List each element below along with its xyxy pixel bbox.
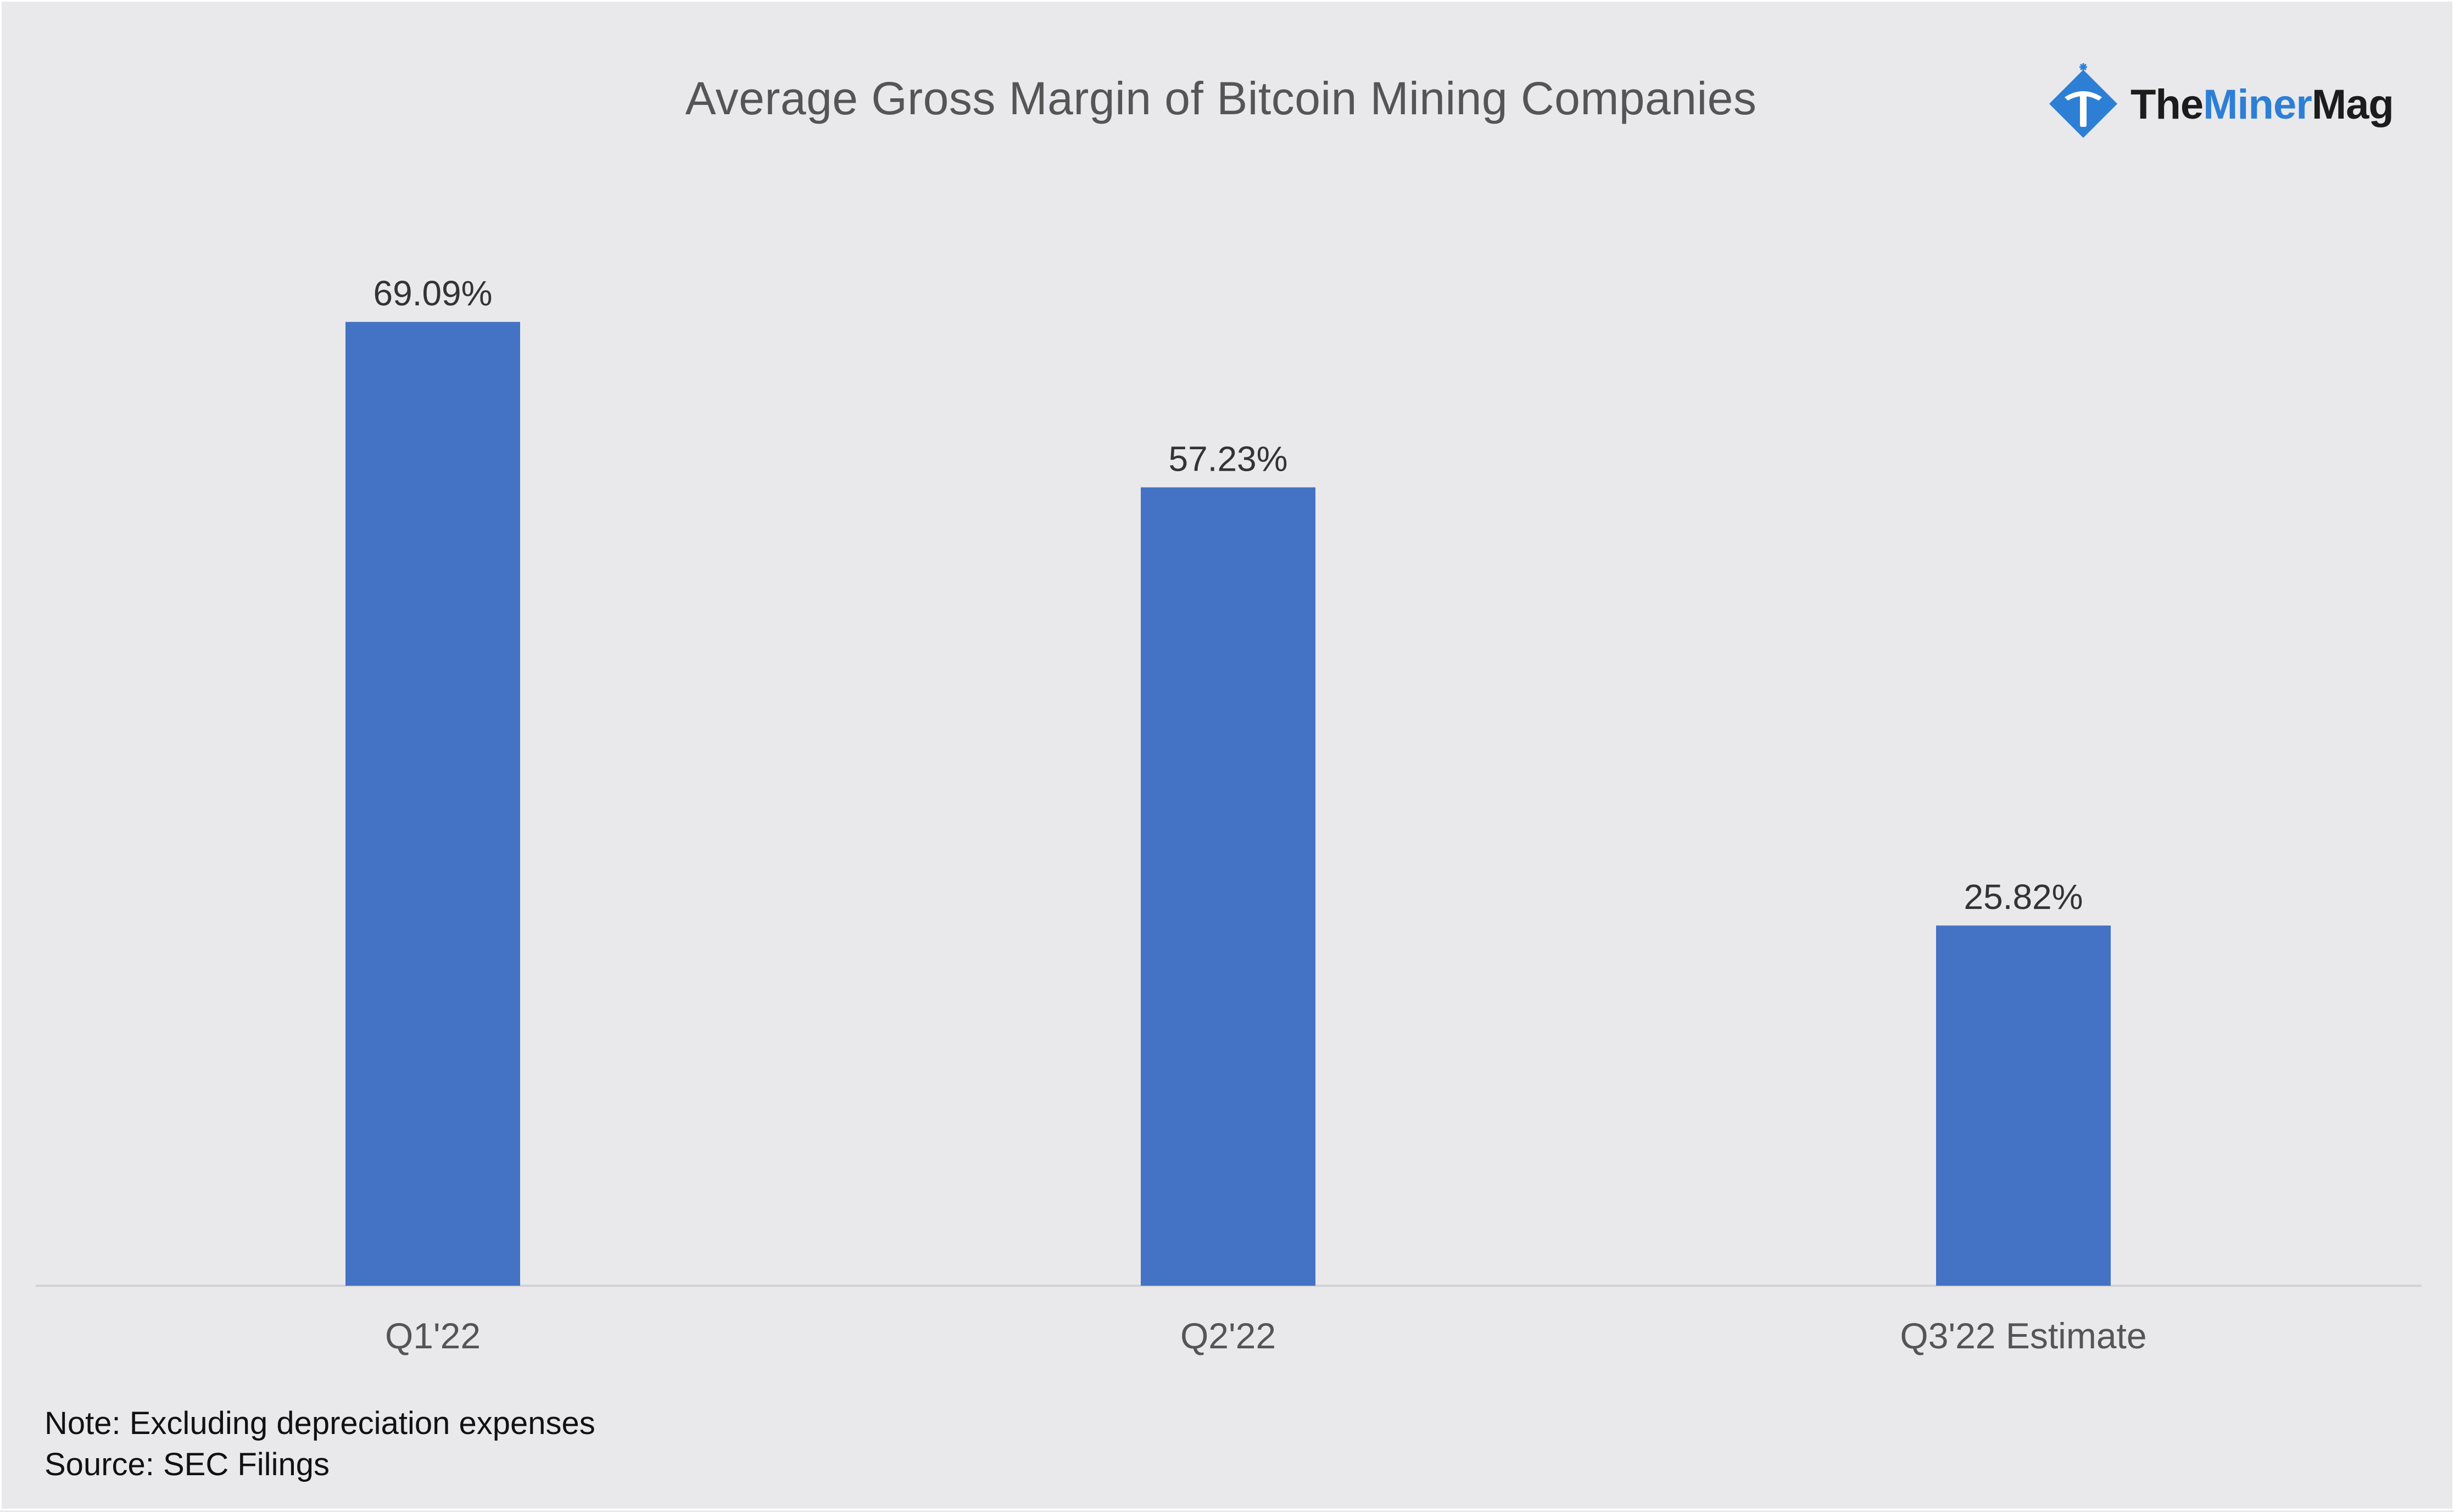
bar-2 <box>1141 487 1315 1286</box>
logo-text-mag: Mag <box>2311 81 2394 128</box>
value-label-3: 25.82% <box>1964 877 2083 917</box>
value-label-1: 69.09% <box>373 274 492 313</box>
x-tick-label-2: Q2'22 <box>1180 1315 1276 1356</box>
value-label-2: 57.23% <box>1168 439 1287 478</box>
theminermag-logo: TheMinerMag <box>2045 63 2394 146</box>
footnote-source: Source: SEC Filings <box>44 1447 330 1482</box>
logo-text-the: The <box>2130 81 2204 128</box>
logo-text-miner: Miner <box>2203 81 2312 128</box>
chart-title: Average Gross Margin of Bitcoin Mining C… <box>685 72 1757 124</box>
footnote-note: Note: Excluding depreciation expenses <box>44 1405 595 1441</box>
bar-series <box>345 322 2111 1286</box>
pickaxe-diamond-icon <box>2049 63 2117 138</box>
x-tick-label-3: Q3'22 Estimate <box>1900 1315 2146 1356</box>
x-tick-labels: Q1'22 Q2'22 Q3'22 Estimate <box>385 1315 2147 1356</box>
bar-3 <box>1936 925 2111 1286</box>
value-labels: 69.09% 57.23% 25.82% <box>373 274 2083 917</box>
logo-wordmark: TheMinerMag <box>2130 81 2394 129</box>
x-tick-label-1: Q1'22 <box>385 1315 481 1356</box>
bar-1 <box>345 322 520 1286</box>
